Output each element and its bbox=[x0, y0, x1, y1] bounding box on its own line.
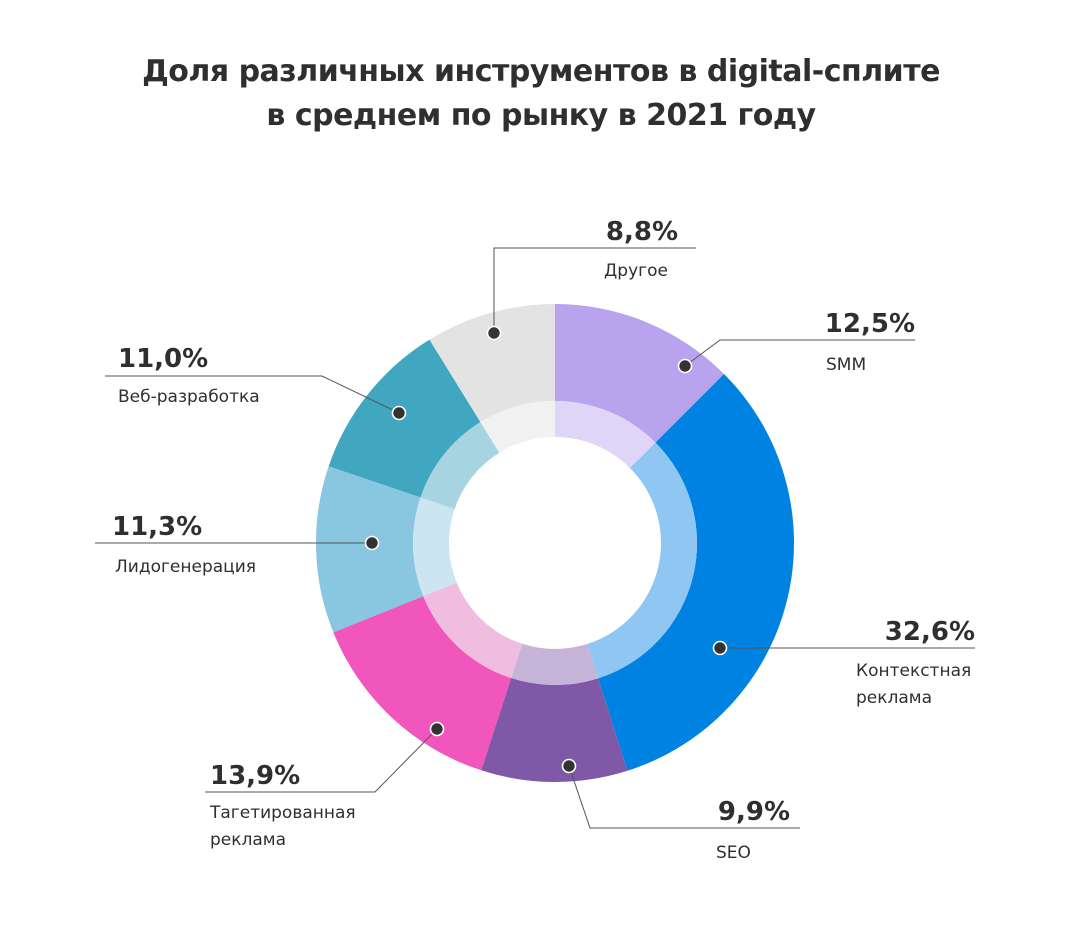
slice-category-label: Другое bbox=[604, 261, 668, 281]
slice-value-label: 9,9% bbox=[718, 797, 790, 827]
slice-value-label: 8,8% bbox=[606, 217, 678, 247]
slice-category-label: SMM bbox=[826, 355, 866, 375]
slice bbox=[429, 304, 555, 423]
slice-value-label: 12,5% bbox=[825, 309, 915, 339]
slice-value-label: 11,0% bbox=[118, 344, 208, 374]
slice-value-label: 11,3% bbox=[112, 512, 202, 542]
leader-line bbox=[105, 375, 400, 414]
leader-line bbox=[684, 339, 915, 367]
slice bbox=[333, 596, 512, 771]
leader-dot bbox=[486, 325, 502, 341]
slice-category-label: Тагетированная bbox=[209, 803, 356, 823]
chart-title: Доля различных инструментов в digital-сп… bbox=[0, 50, 1082, 138]
slice-annotation: 11,0% Веб-разработка bbox=[105, 344, 407, 421]
slice-group bbox=[587, 374, 794, 771]
slice-inner-ring bbox=[555, 401, 656, 469]
slice-inner-ring bbox=[480, 401, 555, 453]
slice-annotation: 12,5% SMM bbox=[677, 309, 915, 375]
leader-dot bbox=[712, 640, 728, 656]
chart-title-line-1: Доля различных инструментов в digital-сп… bbox=[142, 54, 940, 89]
leader-line bbox=[493, 247, 696, 333]
slice-annotation: 32,6% Контекстная реклама bbox=[712, 617, 975, 708]
slice-group bbox=[555, 304, 724, 469]
slice-group bbox=[333, 582, 523, 771]
slice-category-label: реклама bbox=[210, 830, 286, 850]
slice bbox=[328, 339, 481, 498]
slice-inner-ring bbox=[420, 422, 500, 509]
slice-category-label: Лидогенерация bbox=[115, 557, 256, 577]
leader-line bbox=[205, 728, 438, 793]
slice-group bbox=[328, 339, 500, 509]
slice bbox=[481, 678, 628, 782]
leader-dot bbox=[429, 721, 445, 737]
slice-category-label: Веб-разработка bbox=[118, 387, 260, 407]
slice-inner-ring bbox=[511, 643, 599, 685]
slice-annotation: 13,9% Тагетированная реклама bbox=[205, 721, 445, 850]
leader-line bbox=[568, 765, 800, 829]
slice-annotation: 8,8% Другое bbox=[486, 217, 696, 341]
slice-annotation: 9,9% SEO bbox=[561, 758, 800, 863]
leader-dot bbox=[364, 535, 380, 551]
slice-group bbox=[429, 304, 555, 453]
slice-category-label: реклама bbox=[856, 688, 932, 708]
slice-category-label: SEO bbox=[716, 843, 751, 863]
slice-category-label: Контекстная bbox=[856, 661, 971, 681]
slice-inner-ring bbox=[423, 582, 523, 679]
slice-inner-ring bbox=[413, 497, 457, 597]
slice-value-label: 13,9% bbox=[210, 761, 300, 791]
leader-dot bbox=[391, 405, 407, 421]
chart-title-line-2: в среднем по рынку в 2021 году bbox=[266, 98, 816, 133]
slice-inner-ring bbox=[587, 442, 697, 679]
slice bbox=[598, 374, 794, 771]
slice-value-label: 32,6% bbox=[885, 617, 975, 647]
slice bbox=[555, 304, 724, 443]
leader-dot bbox=[677, 358, 693, 374]
slice-group bbox=[481, 643, 628, 782]
leader-dot bbox=[561, 758, 577, 774]
slice-annotation: 11,3% Лидогенерация bbox=[95, 512, 380, 577]
